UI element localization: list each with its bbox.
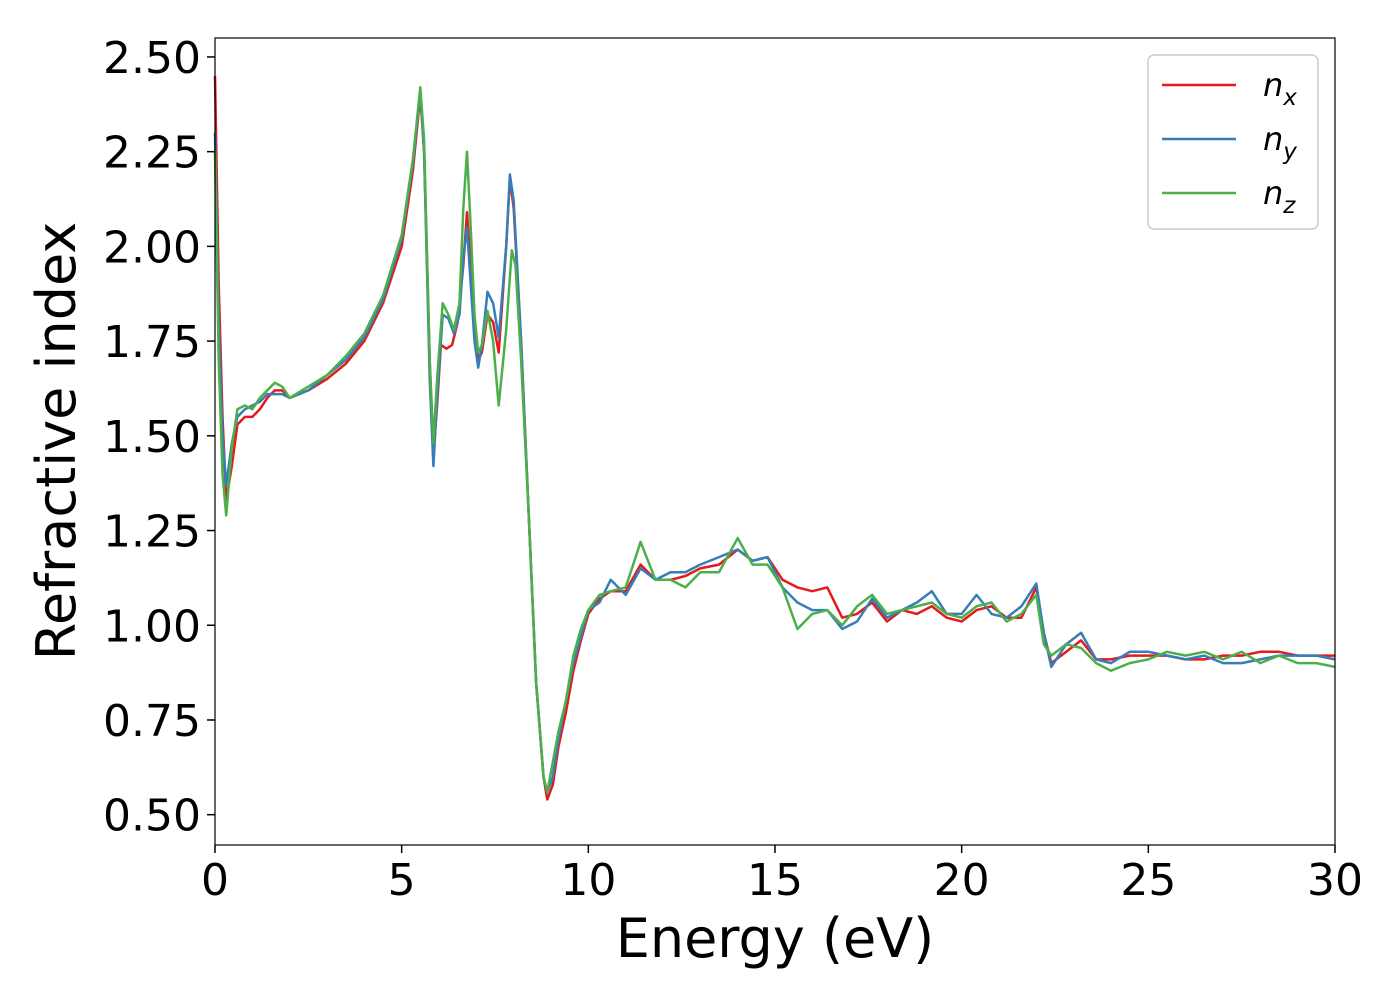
legend-box: [1147, 54, 1319, 230]
x-tick-label: 5: [388, 855, 416, 906]
y-tick-label: 0.50: [103, 791, 201, 842]
legend-label-base: n: [1263, 174, 1283, 212]
legend-label-subscript: y: [1282, 139, 1297, 165]
y-tick-label: 2.50: [103, 33, 201, 84]
legend-label-subscript: z: [1282, 193, 1296, 219]
y-axis: 0.50 0.75 1.00 1.25 1.50 1.75 2.00 2.25 2.50: [103, 33, 215, 842]
legend-label-ny: ny: [1263, 120, 1297, 165]
y-tick-label: 1.25: [103, 507, 201, 558]
x-tick-label: 20: [934, 855, 990, 906]
x-tick-label: 10: [560, 855, 616, 906]
y-tick-label: 1.00: [103, 601, 201, 652]
x-tick-label: 15: [747, 855, 803, 906]
y-tick-label: 2.00: [103, 222, 201, 273]
x-tick-label: 30: [1307, 855, 1363, 906]
legend-label-base: n: [1263, 66, 1283, 104]
y-tick-label: 0.75: [103, 696, 201, 747]
y-tick-label: 1.50: [103, 412, 201, 463]
legend-label-nx: nx: [1263, 66, 1297, 111]
legend-label-subscript: x: [1282, 85, 1297, 111]
y-tick-label: 2.25: [103, 128, 201, 179]
x-tick-label: 25: [1120, 855, 1176, 906]
y-tick-label: 1.75: [103, 317, 201, 368]
x-axis-title: Energy (eV): [616, 907, 935, 970]
series-line-nz: [213, 86, 1336, 794]
legend-label-nz: nz: [1263, 174, 1296, 219]
legend-label-base: n: [1263, 120, 1283, 158]
x-axis: 0 5 10 15 20 25 30: [201, 845, 1363, 906]
y-axis-title: Refractive index: [25, 222, 88, 661]
series-layer: [213, 75, 1336, 801]
x-tick-label: 0: [201, 855, 229, 906]
